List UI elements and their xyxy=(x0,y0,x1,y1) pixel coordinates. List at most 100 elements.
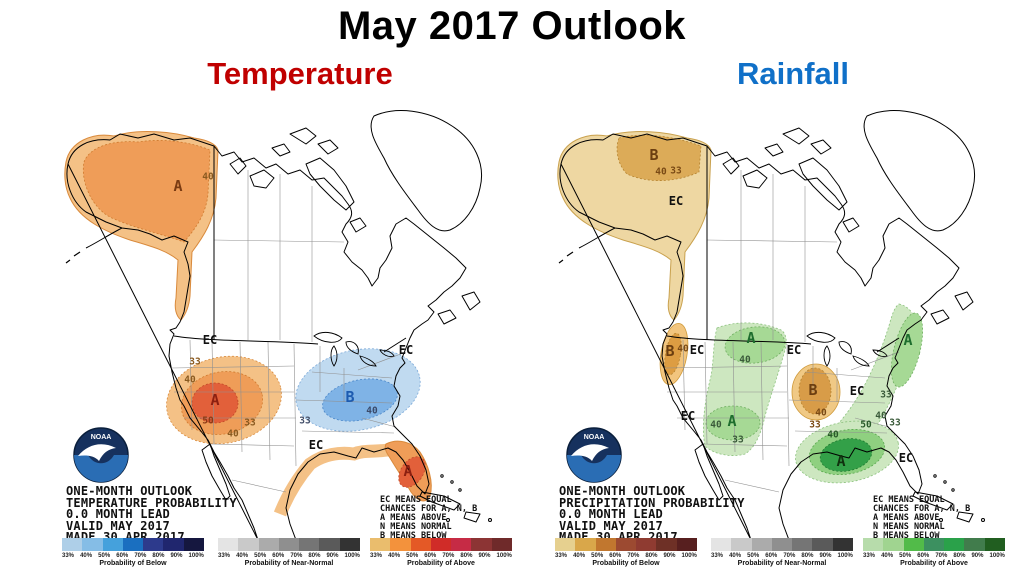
legend-swatch xyxy=(792,538,813,551)
legend-tick: 40% xyxy=(236,553,249,559)
legend-swatch xyxy=(471,538,492,551)
legend-tick: 70% xyxy=(935,553,948,559)
legend-tick: 80% xyxy=(152,553,165,559)
legend-swatch xyxy=(832,538,853,551)
info-line: MADE 30 APR 2017 xyxy=(559,530,678,544)
legend-tick: 50% xyxy=(406,553,419,559)
legend-tick: 60% xyxy=(917,553,930,559)
legend-swatch xyxy=(491,538,512,551)
info-line: VALID MAY 2017 xyxy=(559,518,663,533)
legend-above: 33% 40% 50% 60% 70% 80% 90% 100% Probability of … xyxy=(370,538,512,567)
legend-swatch xyxy=(731,538,752,551)
info-line: VALID MAY 2017 xyxy=(66,518,170,533)
legend-tick: 90% xyxy=(819,553,832,559)
legend-near-normal: 33% 40% 50% 60% 70% 80% 90% 100% Probability of … xyxy=(218,538,360,567)
legend-swatch xyxy=(278,538,300,551)
legend-tick: 40% xyxy=(573,553,586,559)
legend-swatch xyxy=(615,538,637,551)
info-line: 0.0 MONTH LEAD xyxy=(559,507,663,521)
noaa-logo-sea xyxy=(74,455,128,482)
legend-tick: 90% xyxy=(478,553,491,559)
legend-ticks: 33% 40% 50% 60% 70% 80% 90% 100% xyxy=(370,553,512,559)
legend-swatch xyxy=(183,538,204,551)
legend-swatch xyxy=(555,538,576,551)
legend-swatch xyxy=(771,538,793,551)
legend-tick: 100% xyxy=(837,553,853,559)
ec-note: EC MEANS EQUAL CHANCES FOR A, N, B A MEA… xyxy=(873,496,970,541)
legend-ticks: 33% 40% 50% 60% 70% 80% 90% 100% xyxy=(218,553,360,559)
region-southern-rockies-above-40 xyxy=(705,405,761,441)
legend-tick: 33% xyxy=(711,553,724,559)
legend-tick: 70% xyxy=(134,553,147,559)
legend-tick: 50% xyxy=(899,553,912,559)
ec-note-line: EC MEANS EQUAL xyxy=(380,495,452,505)
legend-tick: 50% xyxy=(254,553,267,559)
legend-tick: 70% xyxy=(290,553,303,559)
legend-tick: 40% xyxy=(729,553,742,559)
legend-tick: 33% xyxy=(863,553,876,559)
legend-swatch xyxy=(451,538,472,551)
noaa-logo: NOAA xyxy=(73,427,129,483)
legend-swatch xyxy=(656,538,677,551)
legend-swatch xyxy=(163,538,184,551)
ec-note-line: B MEANS BELOW xyxy=(873,531,940,541)
legend-ticks: 33% 40% 50% 60% 70% 80% 90% 100% xyxy=(555,553,697,559)
legend-tick: 90% xyxy=(326,553,339,559)
legend-tick: 50% xyxy=(747,553,760,559)
legend-swatches xyxy=(218,538,360,551)
ec-note-line: N MEANS NORMAL xyxy=(873,522,945,532)
ec-note-line: EC MEANS EQUAL xyxy=(873,495,945,505)
legend-tick: 100% xyxy=(344,553,360,559)
legend-swatch xyxy=(410,538,431,551)
legend-ticks: 33% 40% 50% 60% 70% 80% 90% 100% xyxy=(711,553,853,559)
legend-above: 33% 40% 50% 60% 70% 80% 90% 100% Probability of … xyxy=(863,538,1005,567)
legend-swatch xyxy=(390,538,411,551)
region-new-england-above-40 xyxy=(890,312,924,388)
legend-swatch xyxy=(575,538,596,551)
info-line: TEMPERATURE PROBABILITY xyxy=(66,495,237,510)
legend-caption: Probability of Below xyxy=(592,560,660,567)
legend-tick: 70% xyxy=(783,553,796,559)
legend-ticks: 33% 40% 50% 60% 70% 80% 90% 100% xyxy=(62,553,204,559)
legend-swatch xyxy=(883,538,904,551)
legend-tick: 100% xyxy=(496,553,512,559)
legend-swatch xyxy=(964,538,985,551)
legend-tick: 100% xyxy=(681,553,697,559)
legend-tick: 60% xyxy=(609,553,622,559)
legend-ticks: 33% 40% 50% 60% 70% 80% 90% 100% xyxy=(863,553,1005,559)
outlook-info: ONE-MONTH OUTLOOK PRECIPITATION PROBABIL… xyxy=(559,484,745,544)
ec-note-line: B MEANS BELOW xyxy=(380,531,447,541)
info-line: ONE-MONTH OUTLOOK xyxy=(559,484,686,498)
legend-tick: 40% xyxy=(80,553,93,559)
info-line: PRECIPITATION PROBABILITY xyxy=(559,495,745,510)
legend-swatch xyxy=(62,538,83,551)
legend-caption: Probability of Near-Normal xyxy=(244,560,334,567)
legend-swatch xyxy=(370,538,391,551)
info-line: MADE 30 APR 2017 xyxy=(66,530,185,544)
temperature-outlook-regions xyxy=(64,131,432,517)
temperature-map xyxy=(64,109,493,538)
legend-swatch xyxy=(903,538,924,551)
legend-swatch xyxy=(218,538,239,551)
ec-note-line: A MEANS ABOVE xyxy=(380,513,447,523)
legend-tick: 60% xyxy=(116,553,129,559)
region-gulf-coast-above-33 xyxy=(273,443,389,517)
legend-tick: 100% xyxy=(188,553,204,559)
legend-tick: 50% xyxy=(98,553,111,559)
region-alaska-below-40 xyxy=(616,134,702,181)
info-line: ONE-MONTH OUTLOOK xyxy=(66,484,193,498)
legend-swatch xyxy=(984,538,1005,551)
legend-tick: 100% xyxy=(989,553,1005,559)
rainfall-outlook-regions xyxy=(557,131,924,484)
legend-swatches xyxy=(863,538,1005,551)
legend-tick: 33% xyxy=(218,553,231,559)
legend-tick: 90% xyxy=(170,553,183,559)
noaa-logo-text: NOAA xyxy=(584,434,605,441)
legend-swatch xyxy=(339,538,360,551)
legend-tick: 80% xyxy=(308,553,321,559)
legend-swatch xyxy=(319,538,340,551)
page-title: May 2017 Outlook xyxy=(337,4,687,48)
legend-swatch xyxy=(122,538,144,551)
legend-tick: 90% xyxy=(971,553,984,559)
legend-swatch xyxy=(711,538,732,551)
